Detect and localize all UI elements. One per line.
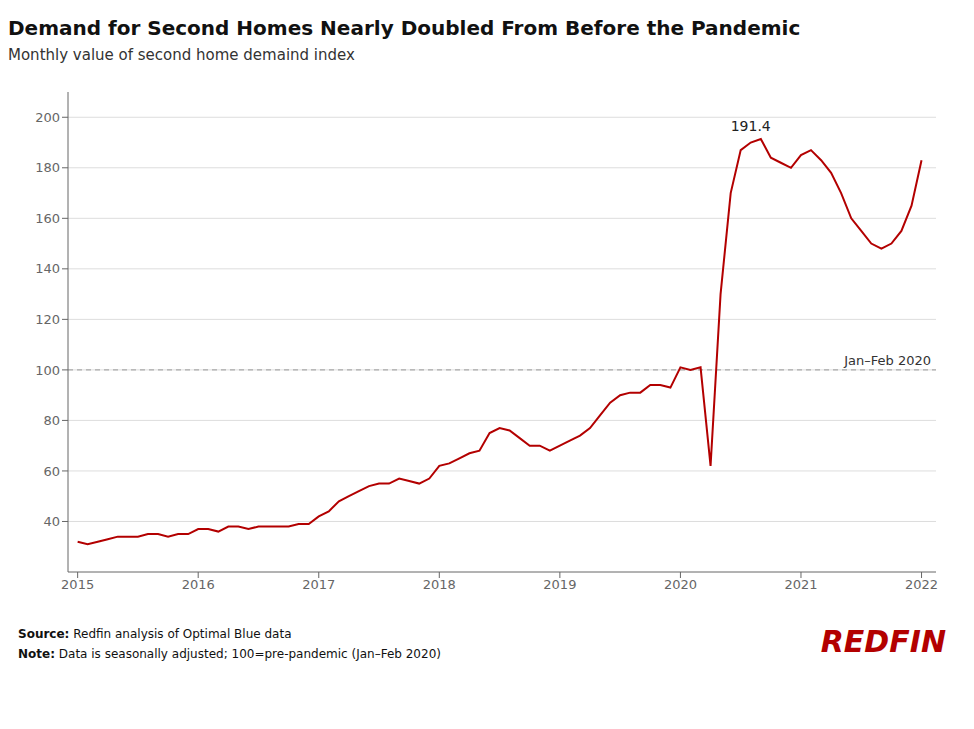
svg-text:2021: 2021: [784, 577, 817, 592]
svg-text:140: 140: [35, 261, 60, 276]
html-text:Source: Redfin analysis of Opt: Source: Redfin analysis of Optimal Blue …: [18, 627, 292, 641]
html-text:Note: Data is seasonally adjus: Note: Data is seasonally adjusted; 100=p…: [18, 647, 441, 661]
svg-text:180: 180: [35, 160, 60, 175]
svg-text:2017: 2017: [302, 577, 335, 592]
svg-text:2022: 2022: [905, 577, 938, 592]
svg-text:120: 120: [35, 312, 60, 327]
svg-text:2020: 2020: [664, 577, 697, 592]
svg-text:2019: 2019: [543, 577, 576, 592]
svg-text:80: 80: [43, 413, 60, 428]
svg-text:2015: 2015: [61, 577, 94, 592]
html-text:REDFIN: REDFIN: [820, 624, 946, 659]
svg-text:60: 60: [43, 464, 60, 479]
svg-text:160: 160: [35, 211, 60, 226]
svg-text:Jan–Feb 2020: Jan–Feb 2020: [843, 353, 931, 368]
svg-text:191.4: 191.4: [731, 118, 771, 134]
svg-text:100: 100: [35, 363, 60, 378]
html-text:Demand for Second Homes Nearly: Demand for Second Homes Nearly Doubled F…: [8, 16, 801, 40]
svg-text:200: 200: [35, 110, 60, 125]
svg-text:2016: 2016: [182, 577, 215, 592]
html-text:Monthly value of second home d: Monthly value of second home demaind ind…: [8, 46, 355, 64]
svg-text:40: 40: [43, 514, 60, 529]
svg-text:2018: 2018: [423, 577, 456, 592]
